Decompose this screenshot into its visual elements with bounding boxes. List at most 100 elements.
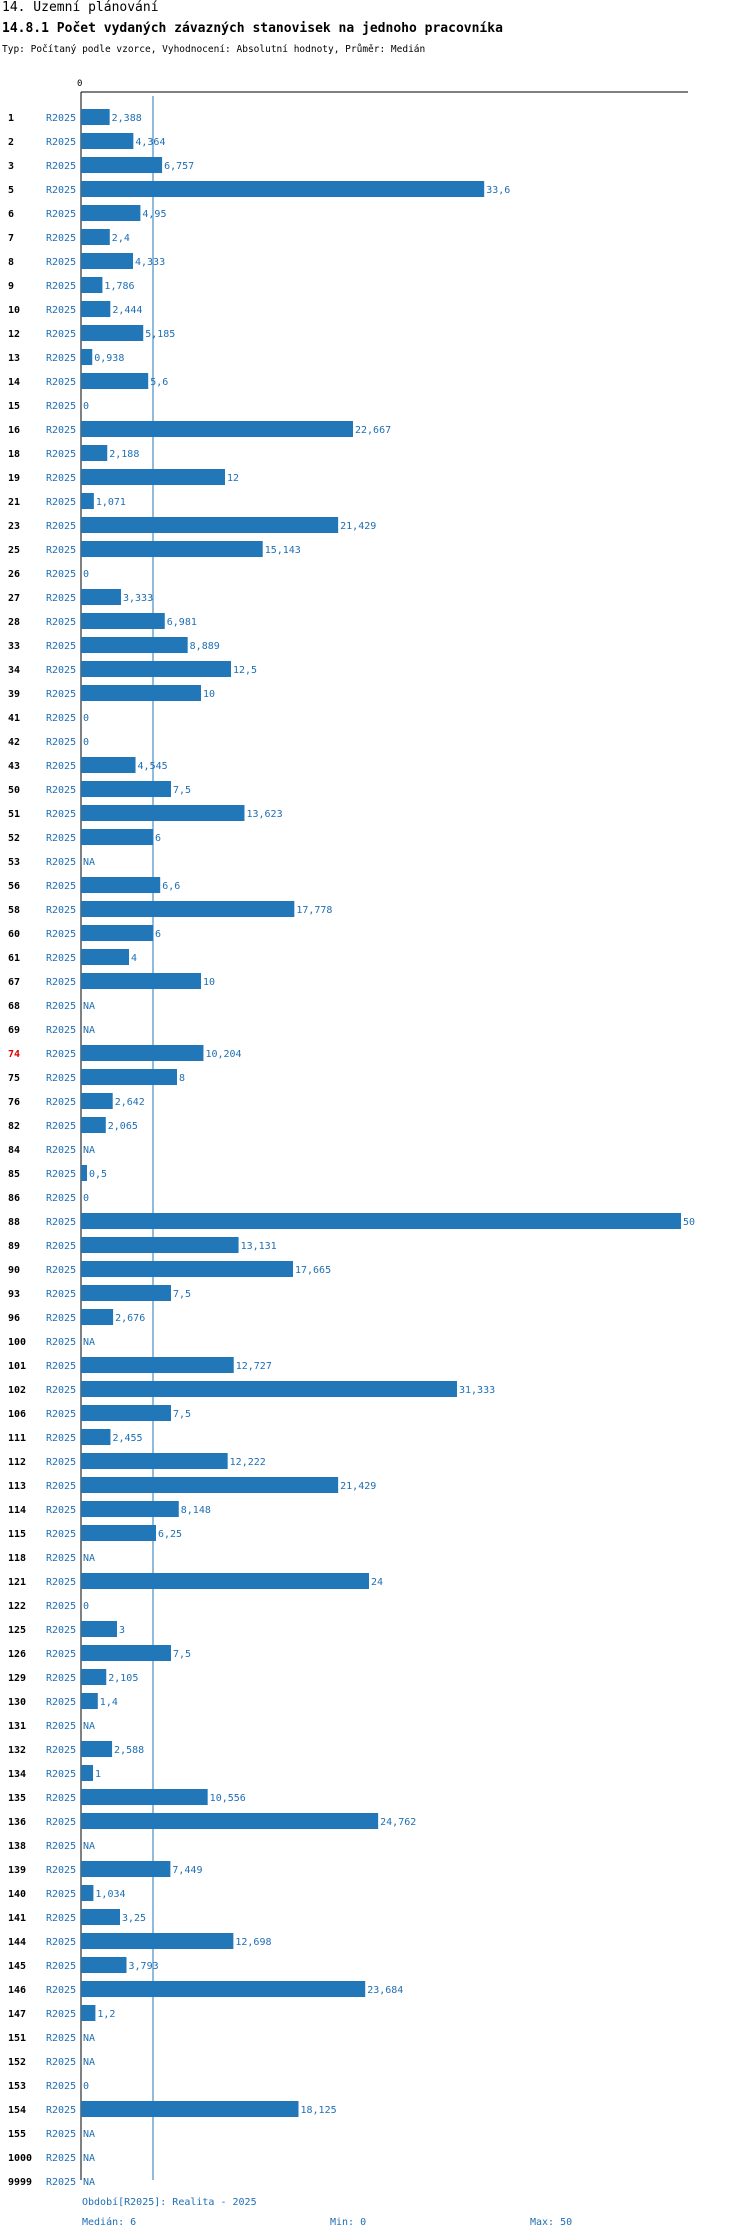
bar-row-16: 16 R2025 22,667 xyxy=(8,421,391,437)
row-period-label: R2025 xyxy=(46,1769,76,1780)
footer-max: Max: 50 xyxy=(530,2217,573,2228)
bar-value-label: 7,5 xyxy=(173,785,191,796)
bar xyxy=(81,757,136,773)
row-code-label: 100 xyxy=(8,1337,26,1348)
bar xyxy=(81,253,133,269)
bar-value-label: NA xyxy=(83,2129,95,2140)
row-period-label: R2025 xyxy=(46,713,76,724)
bar-row-86: 86 R2025 0 xyxy=(8,1193,89,1204)
bar-row-13: 13 R2025 0,938 xyxy=(8,349,124,365)
bar-value-label: 12,222 xyxy=(230,1457,266,1468)
bar xyxy=(81,1309,114,1325)
bar-value-label: 15,143 xyxy=(265,545,301,556)
row-code-label: 9 xyxy=(8,281,14,292)
row-code-label: 154 xyxy=(8,2105,26,2116)
row-period-label: R2025 xyxy=(46,689,76,700)
row-period-label: R2025 xyxy=(46,1649,76,1660)
bar-row-1000: 1000 R2025 NA xyxy=(8,2153,95,2164)
bar xyxy=(81,589,121,605)
row-code-label: 146 xyxy=(8,1985,26,1996)
row-period-label: R2025 xyxy=(46,977,76,988)
bar-value-label: 12,698 xyxy=(235,1937,271,1948)
row-period-label: R2025 xyxy=(46,1385,76,1396)
bar xyxy=(81,1093,113,1109)
bar-row-96: 96 R2025 2,676 xyxy=(8,1309,145,1325)
footer-min: Min: 0 xyxy=(330,2217,367,2228)
row-period-label: R2025 xyxy=(46,1721,76,1732)
bar-value-label: 4 xyxy=(131,953,137,964)
bar-row-60: 60 R2025 6 xyxy=(8,925,161,941)
row-code-label: 27 xyxy=(8,593,20,604)
bar-row-126: 126 R2025 7,5 xyxy=(8,1645,191,1661)
row-period-label: R2025 xyxy=(46,1289,76,1300)
bar-row-111: 111 R2025 2,455 xyxy=(8,1429,143,1445)
row-period-label: R2025 xyxy=(46,1865,76,1876)
bar-row-106: 106 R2025 7,5 xyxy=(8,1405,191,1421)
row-code-label: 56 xyxy=(8,881,20,892)
bar-row-118: 118 R2025 NA xyxy=(8,1553,95,1564)
bar-row-33: 33 R2025 8,889 xyxy=(8,637,220,653)
row-code-label: 115 xyxy=(8,1529,26,1540)
row-code-label: 84 xyxy=(8,1145,20,1156)
row-code-label: 74 xyxy=(8,1049,20,1060)
bar xyxy=(81,301,111,317)
bar xyxy=(81,1117,106,1133)
row-period-label: R2025 xyxy=(46,1265,76,1276)
row-period-label: R2025 xyxy=(46,185,76,196)
row-period-label: R2025 xyxy=(46,1433,76,1444)
bar-row-129: 129 R2025 2,105 xyxy=(8,1669,138,1685)
bar-value-label: 0 xyxy=(83,1601,89,1612)
bar-row-43: 43R20254,545 xyxy=(8,757,168,773)
row-code-label: 121 xyxy=(8,1577,26,1588)
bar-value-label: 8,148 xyxy=(181,1505,211,1516)
row-code-label: 145 xyxy=(8,1961,26,1972)
row-code-label: 42 xyxy=(8,737,20,748)
bar-value-label: NA xyxy=(83,857,95,868)
bar-value-label: 0 xyxy=(83,569,89,580)
bar-value-label: NA xyxy=(83,1025,95,1036)
bar-value-label: 2,105 xyxy=(108,1673,138,1684)
bar xyxy=(81,109,110,125)
bar-value-label: 6 xyxy=(155,929,161,940)
row-period-label: R2025 xyxy=(46,641,76,652)
bar xyxy=(81,661,231,677)
row-period-label: R2025 xyxy=(46,905,76,916)
bar-value-label: 2,588 xyxy=(114,1745,144,1756)
bar xyxy=(81,349,93,365)
bar-row-139: 139 R2025 7,449 xyxy=(8,1861,202,1877)
bar-row-146: 146 R2025 23,684 xyxy=(8,1981,403,1997)
bar-row-18: 18 R2025 2,188 xyxy=(8,445,139,461)
bar xyxy=(81,421,354,437)
bar-value-label: 7,5 xyxy=(173,1649,191,1660)
row-period-label: R2025 xyxy=(46,1073,76,1084)
row-period-label: R2025 xyxy=(46,761,76,772)
bar-row-89: 89 R2025 13,131 xyxy=(8,1237,277,1253)
bar-value-label: 8 xyxy=(179,1073,185,1084)
bar-value-label: 0 xyxy=(83,713,89,724)
bar-value-label: 24 xyxy=(371,1577,383,1588)
bar-value-label: 13,131 xyxy=(241,1241,277,1252)
bar-value-label: 6,6 xyxy=(162,881,180,892)
bar-row-84: 84 R2025 NA xyxy=(8,1145,95,1156)
row-code-label: 151 xyxy=(8,2033,26,2044)
row-period-label: R2025 xyxy=(46,233,76,244)
row-period-label: R2025 xyxy=(46,785,76,796)
row-code-label: 1000 xyxy=(8,2153,32,2164)
bar-value-label: NA xyxy=(83,1145,95,1156)
bar-row-50: 50 R2025 7,5 xyxy=(8,781,191,797)
bar-value-label: 2,444 xyxy=(112,305,142,316)
bar xyxy=(81,1909,120,1925)
bar-row-125: 125 R2025 3 xyxy=(8,1621,125,1637)
bar-value-label: 5,185 xyxy=(145,329,175,340)
bar-value-label: 8,889 xyxy=(190,641,220,652)
bar-row-1: 1 R2025 2,388 xyxy=(8,109,142,125)
row-code-label: 69 xyxy=(8,1025,20,1036)
chart-subtitle: Typ: Počítaný podle vzorce, Vyhodnocení:… xyxy=(2,44,426,55)
bar-row-154: 154 R2025 18,125 xyxy=(8,2101,337,2117)
bar xyxy=(81,277,103,293)
row-period-label: R2025 xyxy=(46,1313,76,1324)
bar-row-113: 113 R2025 21,429 xyxy=(8,1477,376,1493)
bar xyxy=(81,493,94,509)
bar-row-41: 41 R2025 0 xyxy=(8,713,89,724)
